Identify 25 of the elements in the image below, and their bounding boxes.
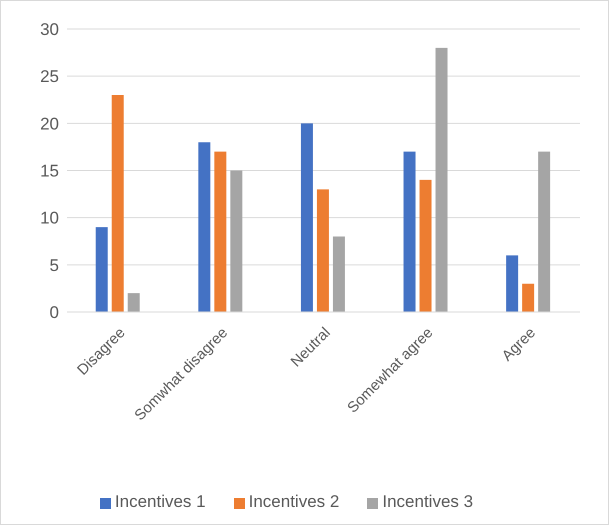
bar [436,48,448,312]
bar [404,152,416,312]
legend-label: Incentives 2 [248,492,340,511]
legend-label: Incentives 1 [114,492,206,511]
bar [300,123,313,312]
y-tick-label: 10 [40,208,59,228]
bar [316,189,329,312]
y-tick-label: 25 [40,67,59,86]
bar [332,236,345,312]
y-tick-label: 20 [40,114,59,134]
bar [230,170,242,312]
bar [198,142,210,312]
bar [506,255,518,312]
legend-label: Incentives 3 [382,492,474,511]
bar [214,152,226,312]
bar [96,227,108,312]
bar [538,152,550,312]
y-tick-label: 5 [50,256,59,275]
y-tick-label: 30 [40,20,59,40]
bar [420,180,432,312]
bar [112,95,124,312]
y-tick-label: 0 [50,303,59,322]
bar [522,284,534,312]
bar [128,293,140,312]
y-tick-label: 15 [40,162,59,181]
